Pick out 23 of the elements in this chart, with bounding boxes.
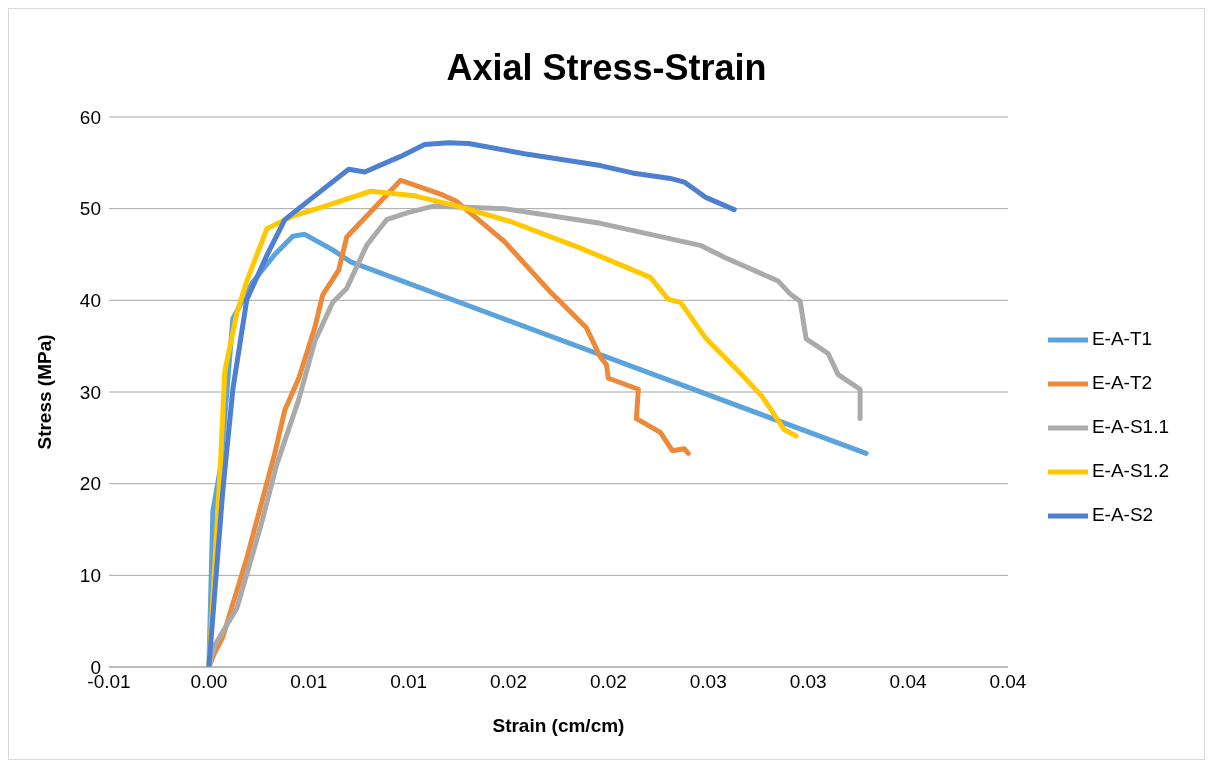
x-axis-title: Strain (cm/cm): [492, 715, 625, 736]
chart-title: Axial Stress-Strain: [445, 46, 768, 90]
legend-label: E-A-T1: [1091, 328, 1153, 349]
legend-label: E-A-S1.1: [1091, 416, 1169, 437]
y-tick-label: 40: [79, 290, 101, 312]
x-tick-label: 0.03: [789, 671, 827, 693]
legend-label: E-A-T2: [1091, 372, 1153, 393]
y-axis-title: Stress (MPa): [33, 334, 55, 450]
y-tick-label: 30: [79, 381, 101, 403]
x-tick-label: 0.04: [989, 671, 1027, 693]
legend-label: E-A-S2: [1091, 504, 1154, 525]
x-tick-label: 0.02: [589, 671, 627, 693]
x-tick-label: 0.04: [889, 671, 927, 693]
x-tick-label: 0.01: [290, 671, 328, 693]
x-tick-label: 0.01: [390, 671, 428, 693]
y-tick-label: 20: [79, 473, 101, 495]
y-tick-label: 10: [79, 565, 101, 587]
x-tick-label: 0.03: [689, 671, 727, 693]
y-tick-label: 50: [79, 198, 101, 220]
x-tick-label: 0.00: [190, 671, 228, 693]
x-tick-label: 0.02: [490, 671, 528, 693]
legend-label: E-A-S1.2: [1091, 460, 1169, 481]
y-tick-label: 60: [79, 106, 101, 128]
